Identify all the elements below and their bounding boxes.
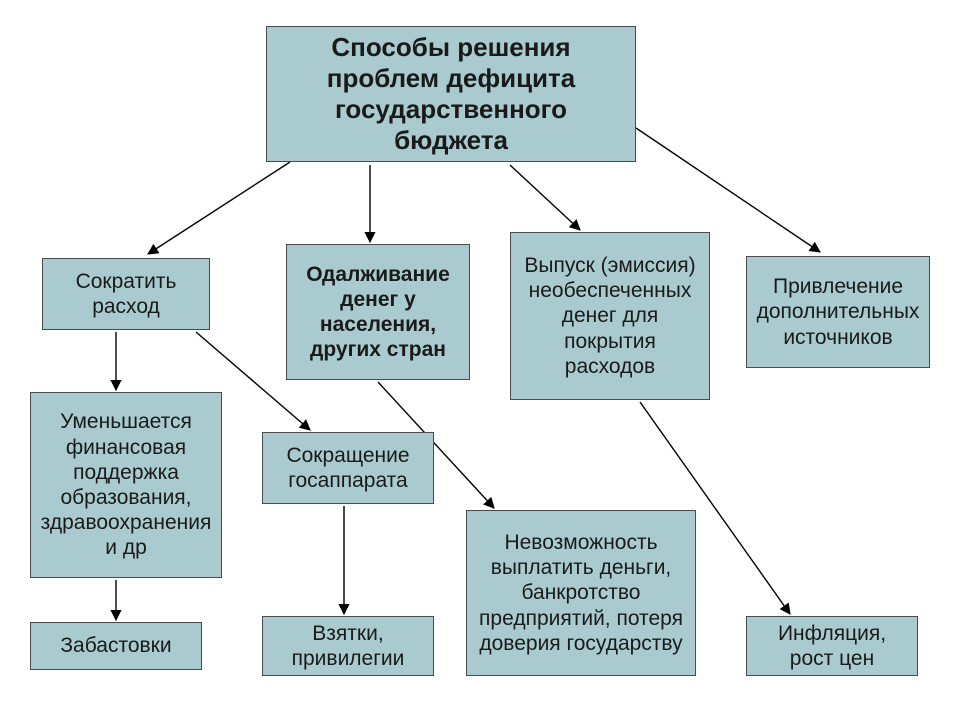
node-gov-label: Сокращение госаппарата [271, 443, 425, 493]
node-borrow: Одалживание денег у населения, других ст… [286, 244, 470, 380]
node-title: Способы решения проблем дефицита государ… [266, 26, 636, 162]
node-fin-label: Уменьшается финансовая поддержка образов… [39, 409, 213, 560]
node-strike: Забастовки [30, 622, 202, 670]
node-emission: Выпуск (эмиссия) необеспеченных денег дл… [510, 232, 710, 400]
node-strike-label: Забастовки [60, 633, 171, 658]
node-bribes: Взятки, привилегии [262, 616, 434, 676]
node-fin: Уменьшается финансовая поддержка образов… [30, 392, 222, 578]
node-gov: Сокращение госаппарата [262, 432, 434, 504]
node-inflation: Инфляция, рост цен [746, 616, 918, 676]
node-reduce: Сократить расход [42, 258, 210, 330]
node-bribes-label: Взятки, привилегии [271, 621, 425, 671]
node-reduce-label: Сократить расход [51, 269, 201, 319]
node-default-label: Невозможность выплатить деньги, банкротс… [475, 530, 687, 656]
node-title-label: Способы решения проблем дефицита государ… [275, 32, 627, 157]
node-borrow-label: Одалживание денег у населения, других ст… [295, 262, 461, 363]
node-default: Невозможность выплатить деньги, банкротс… [466, 510, 696, 676]
node-inflation-label: Инфляция, рост цен [755, 621, 909, 671]
node-attract: Привлечение дополнительных источников [746, 256, 930, 368]
node-attract-label: Привлечение дополнительных источников [755, 274, 921, 350]
node-emission-label: Выпуск (эмиссия) необеспеченных денег дл… [519, 253, 701, 379]
